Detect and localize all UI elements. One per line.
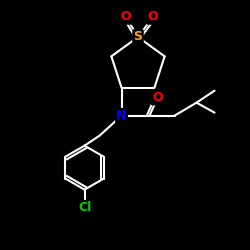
Text: O: O bbox=[148, 10, 158, 24]
Text: S: S bbox=[134, 30, 142, 44]
Text: O: O bbox=[121, 10, 131, 24]
Text: O: O bbox=[152, 91, 163, 104]
Text: N: N bbox=[116, 109, 127, 122]
Text: Cl: Cl bbox=[78, 201, 91, 214]
